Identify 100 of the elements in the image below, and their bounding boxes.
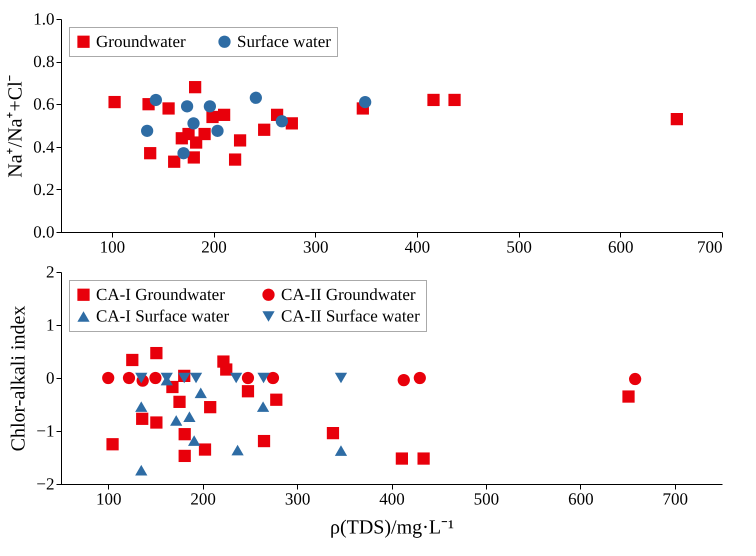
point — [170, 415, 182, 426]
point — [190, 136, 202, 149]
point — [258, 124, 270, 136]
point — [359, 96, 372, 108]
point — [427, 94, 440, 106]
y-tick-label: 2 — [46, 262, 54, 282]
point — [178, 372, 190, 384]
point — [242, 372, 254, 384]
point — [150, 94, 162, 106]
point — [417, 452, 430, 465]
point — [448, 94, 461, 106]
legend-label: Surface water — [237, 32, 332, 51]
x-tick-label: 700 — [662, 490, 688, 508]
point — [670, 112, 683, 126]
point — [194, 388, 207, 398]
x-tick-label: 100 — [100, 238, 126, 256]
legend-label: CA-II Surface water — [281, 306, 420, 326]
point — [228, 153, 242, 166]
y-axis-title: Chlor-alkali index — [7, 306, 30, 452]
y-tick-label: 0.2 — [33, 180, 54, 199]
x-tick-label: 500 — [474, 490, 500, 508]
point — [144, 147, 156, 160]
legend-label: CA-II Groundwater — [281, 284, 416, 304]
point — [234, 134, 246, 147]
x-tick-label: 600 — [608, 238, 634, 256]
point — [187, 117, 200, 130]
point — [258, 434, 270, 448]
point — [177, 147, 190, 160]
point — [231, 444, 244, 456]
point — [257, 372, 270, 384]
point — [211, 124, 224, 137]
x-tick-label: 200 — [201, 238, 227, 256]
point — [242, 385, 254, 398]
x-tick-label: 400 — [379, 490, 405, 508]
y-tick-label: −1 — [36, 422, 54, 440]
point — [102, 372, 114, 384]
point — [168, 156, 180, 168]
y-tick-label: −2 — [36, 474, 54, 494]
point — [220, 363, 232, 376]
point — [173, 396, 186, 408]
point — [150, 416, 162, 429]
y-axis-title: Na⁺/Na⁺+Cl⁻ — [4, 74, 26, 178]
y-tick-label: 0.6 — [33, 94, 54, 114]
point — [398, 374, 410, 386]
point — [629, 372, 642, 386]
point — [276, 115, 288, 128]
x-axis-title: ρ(TDS)/mg·L⁻¹ — [330, 516, 454, 538]
point — [178, 428, 191, 440]
x-tick-label: 500 — [506, 238, 532, 256]
legend-label: Groundwater — [96, 32, 186, 51]
x-tick-label: 700 — [697, 238, 722, 256]
point — [150, 346, 162, 360]
y-tick-label: 0.8 — [33, 52, 54, 72]
point — [180, 100, 194, 112]
point — [218, 108, 230, 121]
point — [256, 401, 270, 412]
point — [198, 128, 211, 140]
point — [334, 445, 348, 456]
point — [122, 372, 136, 384]
point — [414, 372, 426, 384]
point — [106, 438, 119, 450]
point — [162, 102, 175, 115]
y-tick-label: 1.0 — [33, 10, 54, 28]
legend-label: CA-I Groundwater — [96, 284, 226, 304]
point — [135, 401, 148, 412]
x-tick-label: 300 — [284, 490, 310, 508]
point — [136, 412, 148, 425]
x-tick-label: 200 — [190, 490, 216, 508]
y-tick-label: 0.4 — [33, 137, 55, 156]
point — [396, 452, 408, 465]
point — [266, 372, 280, 384]
x-tick-label: 300 — [302, 238, 328, 256]
legend-label: CA-I Surface water — [96, 306, 230, 326]
point — [183, 411, 196, 422]
point — [334, 372, 348, 384]
y-tick-label: 0.0 — [33, 222, 54, 242]
point — [135, 372, 148, 384]
point — [250, 92, 262, 104]
point — [188, 435, 200, 446]
point — [149, 372, 162, 384]
point — [108, 96, 121, 108]
y-tick-label: 0 — [46, 368, 54, 388]
point — [178, 450, 191, 462]
point — [204, 100, 216, 112]
point — [204, 401, 216, 414]
point — [622, 390, 635, 403]
x-tick-label: 400 — [404, 238, 430, 256]
point — [141, 124, 154, 137]
point — [190, 372, 202, 384]
point — [270, 394, 282, 406]
point — [135, 464, 148, 476]
point — [126, 354, 138, 366]
x-tick-label: 100 — [96, 490, 122, 508]
point — [189, 81, 202, 94]
point — [198, 443, 212, 456]
x-tick-label: 600 — [568, 490, 594, 508]
point — [230, 372, 242, 384]
point — [188, 151, 200, 164]
point — [326, 426, 340, 440]
y-tick-label: 1 — [46, 316, 54, 334]
